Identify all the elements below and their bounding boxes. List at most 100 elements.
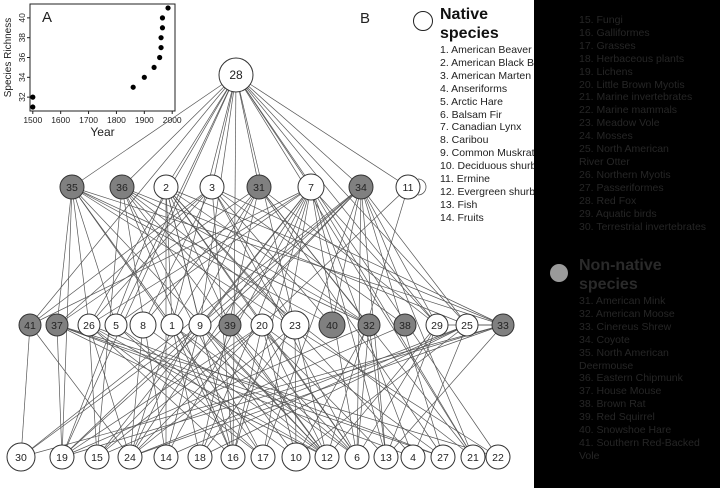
node-circle [246,174,272,200]
node-label: 34 [355,182,367,194]
species-node: 17 [250,444,276,470]
edge [88,186,312,326]
species-list-item: 36. Eastern Chipmunk [579,372,683,385]
species-list-item: 24. Mosses [579,130,633,143]
x-tick-label: 1500 [23,115,42,125]
edge [129,324,144,458]
species-node: 10 [281,442,311,472]
node-label: 31 [253,182,265,194]
species-list-item: 5. Arctic Hare [440,95,504,108]
edge [56,324,328,458]
plot-frame [29,3,176,112]
edge [61,74,237,458]
edge [412,324,468,458]
species-list-item: 23. Meadow Vole [579,117,660,130]
species-node: 41 [18,313,42,337]
node-circle [455,313,479,337]
node-circle [400,444,426,470]
species-list-item: 19. Lichens [579,65,633,78]
species-node: 12 [314,444,340,470]
node-circle [460,444,486,470]
edge [71,186,333,326]
species-list-item: 11. Ermine [440,173,490,186]
node-circle [59,174,85,200]
node-circle [485,444,511,470]
edge [142,186,260,326]
node-label: 35 [66,182,78,194]
species-list-item: 35. North American [579,346,669,359]
native-legend-circle [413,11,433,31]
species-list-item: 32. American Moose [579,307,675,320]
species-node: 20 [250,313,274,337]
edge [356,324,370,458]
panel-b-label: B [360,10,371,27]
species-node: 6 [344,444,370,470]
edge [20,324,31,458]
node-circle [430,444,456,470]
edge [121,186,468,326]
edge [199,74,237,326]
edge [171,324,328,458]
species-list-item: 3. American Marten [440,69,532,82]
edge [88,324,234,458]
x-tick-label: 1600 [51,115,70,125]
edge [262,186,362,458]
species-list-item: 1. American Beaver [440,44,532,56]
x-tick-label: 2000 [163,115,182,125]
node-label: 28 [229,68,243,82]
edge [20,324,504,458]
species-node: 14 [153,444,179,470]
data-point [158,35,164,41]
x-tick-label: 1800 [107,115,126,125]
node-label: 13 [380,452,392,464]
node-label: 6 [354,452,360,464]
species-node: 30 [6,442,36,472]
edge [61,324,370,458]
node-label: 38 [399,320,411,332]
data-point [30,104,36,110]
node-circle [117,444,143,470]
edge [71,186,90,326]
species-list-item: 14. Fruits [440,211,484,224]
species-node: 18 [187,444,213,470]
node-circle [297,173,325,201]
data-point [165,5,171,11]
node-label: 5 [113,320,119,332]
edge [129,324,504,458]
data-point [157,54,163,61]
legend-dark-panel [534,0,720,488]
edge [235,74,296,326]
edge [115,186,312,326]
node-label: 33 [497,320,509,332]
species-list-item: 41. Southern Red-Backed [579,436,700,449]
edge [88,324,131,458]
species-list-item: 33. Cinereus Shrew [579,320,672,333]
node-circle [160,313,184,337]
y-tick-label: 32 [17,92,27,102]
edge [235,74,468,326]
edge [29,74,237,326]
edge [261,324,328,458]
species-node: 4 [400,444,426,470]
species-list-item: 21. Marine invertebrates [579,91,693,104]
node-label: 19 [56,452,68,464]
species-list-item: 31. American Mink [579,295,666,307]
node-circle [129,311,157,339]
edge [360,186,438,326]
edge [129,324,263,458]
data-point [30,94,36,100]
species-list-item: 7. Canadian Lynx [440,121,522,134]
node-circle [199,174,225,200]
species-list-item: 37. House Mouse [579,385,662,398]
edge [295,324,370,458]
species-node: 32 [357,313,381,337]
edge [88,324,264,458]
edge [88,186,213,326]
x-axis-label: Year [90,125,114,139]
species-list-item: Vole [579,449,600,462]
node-circle [153,174,179,200]
node-circle [187,444,213,470]
edge [88,324,444,458]
edge [360,186,468,326]
species-list-item: 4. Anseriforms [440,82,508,95]
